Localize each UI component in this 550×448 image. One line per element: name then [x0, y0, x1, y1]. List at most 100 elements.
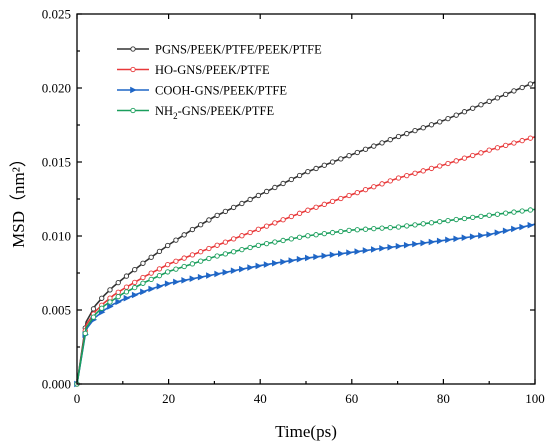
series-marker	[198, 258, 204, 264]
series-marker	[313, 204, 319, 210]
series-marker	[280, 258, 287, 266]
series-marker	[371, 184, 377, 190]
series-marker	[478, 150, 484, 156]
series-marker	[436, 237, 444, 245]
series-marker	[296, 172, 303, 179]
x-tick-label: 100	[525, 391, 545, 406]
series-marker	[412, 170, 418, 176]
series-marker	[387, 178, 393, 184]
series-marker	[354, 189, 360, 196]
series-marker	[503, 210, 509, 216]
series-marker	[362, 187, 369, 193]
series-marker	[428, 220, 435, 226]
series-marker	[181, 263, 187, 270]
series-marker	[354, 227, 360, 233]
series-marker	[437, 163, 443, 169]
series-marker	[379, 225, 385, 231]
series-marker	[412, 128, 418, 134]
legend-label: PGNS/PEEK/PTFE/PEEK/PTFE	[155, 43, 322, 57]
series-marker	[165, 242, 171, 249]
series-marker	[99, 295, 105, 301]
legend-label: NH2-GNS/PEEK/PTFE	[155, 104, 274, 121]
legend-swatch-marker	[130, 86, 137, 94]
series-marker	[140, 274, 146, 281]
series-marker	[164, 280, 172, 287]
series-marker	[329, 198, 336, 205]
legend-item: HO-GNS/PEEK/PTFE	[117, 63, 270, 77]
series-marker	[305, 254, 312, 262]
series-marker	[445, 115, 451, 122]
series-marker	[395, 242, 403, 250]
series-marker	[140, 280, 146, 286]
series-marker	[189, 226, 196, 233]
x-tick-label: 40	[254, 391, 267, 406]
series-marker	[206, 217, 212, 223]
y-tick-label: 0.010	[42, 229, 71, 244]
series-marker	[362, 226, 369, 232]
series-marker	[173, 237, 179, 243]
series-marker	[214, 270, 221, 278]
series-marker	[206, 245, 212, 252]
x-axis: 0 20 40 60 80 100	[74, 14, 545, 406]
series-marker	[189, 252, 196, 258]
series-marker	[255, 242, 262, 249]
series-marker	[222, 251, 229, 257]
series-marker	[420, 168, 426, 174]
series-marker	[461, 155, 468, 161]
series-marker	[453, 216, 459, 223]
series-marker	[362, 247, 370, 254]
series-marker	[370, 246, 378, 253]
series-marker	[107, 287, 113, 293]
series-marker	[272, 259, 279, 267]
series-marker	[313, 232, 319, 238]
series-marker	[156, 266, 163, 272]
legend-swatch-marker	[130, 107, 136, 114]
series-marker	[239, 200, 245, 207]
y-tick-label: 0.005	[42, 303, 71, 318]
series-marker	[437, 219, 443, 225]
series-layer	[74, 81, 536, 388]
series-line	[76, 223, 536, 385]
series-marker	[453, 112, 459, 118]
series-marker	[420, 221, 426, 227]
series-marker	[280, 237, 286, 244]
series-marker	[470, 152, 476, 159]
series-marker	[404, 223, 410, 229]
series-marker	[131, 291, 139, 299]
series-marker	[445, 217, 451, 224]
series-marker	[230, 249, 237, 255]
series-marker	[222, 239, 229, 245]
series-marker	[189, 275, 197, 283]
series-marker	[222, 208, 229, 215]
series-marker	[296, 210, 303, 216]
series-marker	[461, 109, 468, 115]
series-marker	[494, 211, 501, 217]
series-marker	[156, 273, 163, 279]
series-marker	[338, 228, 344, 235]
series-marker	[288, 257, 296, 264]
series-marker	[494, 229, 502, 236]
series-marker	[519, 208, 525, 214]
series-marker	[305, 168, 311, 175]
series-marker	[511, 140, 517, 146]
series-marker	[247, 229, 253, 236]
series-marker	[470, 105, 476, 111]
series-marker	[395, 224, 402, 230]
series-marker	[371, 226, 377, 232]
series-marker	[115, 298, 122, 306]
series-marker	[132, 284, 138, 291]
series-marker	[115, 279, 121, 286]
series-line	[76, 81, 536, 385]
series-marker	[206, 255, 212, 262]
series-2	[74, 221, 536, 388]
series-marker	[321, 201, 327, 207]
series-marker	[527, 81, 534, 87]
series-marker	[239, 265, 246, 273]
y-tick-label: 0.025	[42, 7, 71, 22]
series-marker	[115, 294, 121, 300]
y-tick-label: 0.015	[42, 155, 71, 170]
series-marker	[255, 262, 263, 270]
series-marker	[90, 314, 97, 320]
series-marker	[511, 88, 517, 94]
